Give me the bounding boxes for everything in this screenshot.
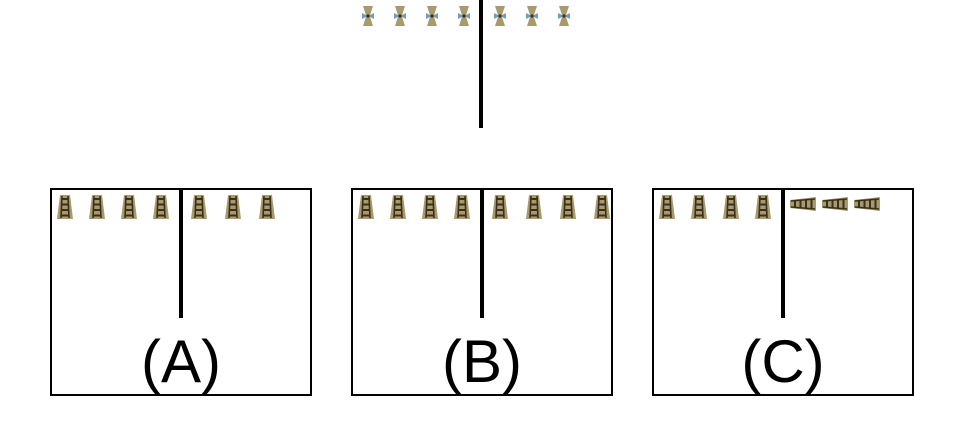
ladder-figure-icon	[593, 194, 611, 220]
ladder-figure-icon	[559, 194, 577, 220]
panel-a-divider-line	[179, 190, 183, 318]
bow-tie-figure-icon	[361, 5, 375, 27]
ladder-figure-icon	[357, 194, 375, 220]
panel-b-label: (B)	[442, 328, 522, 395]
ladder-figure-icon	[525, 194, 543, 220]
ladder-figure-icon	[453, 194, 471, 220]
ladder-figure-icon	[152, 194, 170, 220]
ladder-figure-icon	[190, 194, 208, 220]
bow-tie-figure-icon	[493, 5, 507, 27]
bow-tie-figure-icon	[393, 5, 407, 27]
ladder-figure-icon	[56, 194, 74, 220]
panel-c-label: (C)	[741, 328, 825, 395]
top-reference	[350, 0, 610, 130]
panel-c-divider-line	[781, 190, 785, 318]
panel-b: (B)	[351, 188, 613, 396]
ladder-figure-icon	[690, 194, 708, 220]
ladder-figure-icon	[658, 194, 676, 220]
panel-b-divider-line	[480, 190, 484, 318]
panel-a-label: (A)	[141, 328, 221, 395]
bow-tie-figure-icon	[525, 5, 539, 27]
sideways-ladder-figure-icon	[789, 196, 817, 212]
bow-tie-figure-icon	[457, 5, 471, 27]
ladder-figure-icon	[389, 194, 407, 220]
bow-tie-figure-icon	[425, 5, 439, 27]
panel-a: (A)	[50, 188, 312, 396]
sideways-ladder-figure-icon	[853, 196, 881, 212]
top-divider-line	[479, 0, 483, 128]
ladder-figure-icon	[88, 194, 106, 220]
ladder-figure-icon	[491, 194, 509, 220]
ladder-figure-icon	[258, 194, 276, 220]
sideways-ladder-figure-icon	[821, 196, 849, 212]
ladder-figure-icon	[224, 194, 242, 220]
ladder-figure-icon	[722, 194, 740, 220]
bow-tie-figure-icon	[557, 5, 571, 27]
ladder-figure-icon	[120, 194, 138, 220]
ladder-figure-icon	[421, 194, 439, 220]
ladder-figure-icon	[754, 194, 772, 220]
panel-c: (C)	[652, 188, 914, 396]
